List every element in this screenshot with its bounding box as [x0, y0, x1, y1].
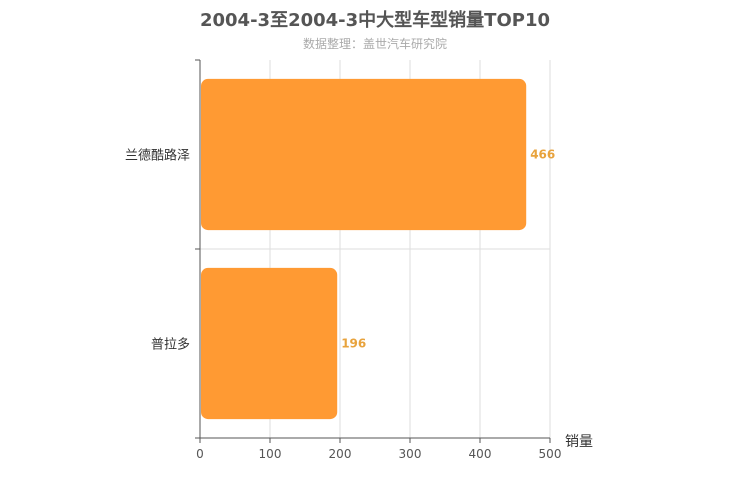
bar[interactable]	[201, 267, 338, 420]
x-tick-label: 400	[469, 447, 492, 461]
x-tick-label: 500	[539, 447, 562, 461]
x-axis-title: 销量	[565, 434, 593, 450]
data-label: 196	[341, 337, 366, 351]
x-tick-label: 200	[329, 447, 352, 461]
category-label: 兰德酷路泽	[125, 148, 190, 164]
category-label: 普拉多	[151, 337, 190, 353]
x-tick-label: 0	[196, 447, 204, 461]
x-tick-label: 300	[399, 447, 422, 461]
chart-title: 2004-3至2004-3中大型车型销量TOP10	[199, 10, 550, 31]
x-tick-label: 100	[259, 447, 282, 461]
chart-subtitle: 数据整理：盖世汽车研究院	[302, 37, 447, 51]
bar[interactable]	[201, 78, 527, 231]
data-label: 466	[530, 148, 555, 162]
